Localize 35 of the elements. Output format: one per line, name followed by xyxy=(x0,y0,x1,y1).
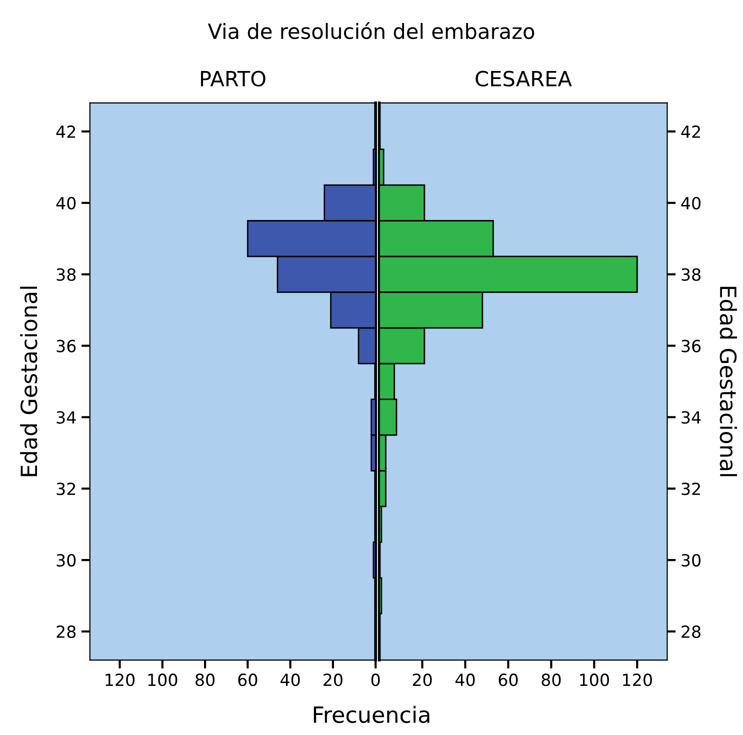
y-axis-title: Edad Gestacional xyxy=(20,286,38,476)
y-tick-label: 36 xyxy=(56,340,76,352)
y-tick-label: 30 xyxy=(682,554,701,567)
y-tick-label: 42 xyxy=(56,125,76,138)
y-tick-label: 34 xyxy=(682,411,701,424)
x-tick-label: 100 xyxy=(148,674,178,686)
x-tick-label: 0 xyxy=(371,674,380,686)
x-tick-label: 40 xyxy=(280,674,300,686)
x-axis-title: Frecuencia xyxy=(314,706,430,724)
y-tick-label: 32 xyxy=(56,482,76,496)
x-tick-label: 40 xyxy=(455,674,475,686)
x-tick-label: 100 xyxy=(580,674,609,686)
x-tick-label: 120 xyxy=(106,674,135,686)
y-tick-label: 42 xyxy=(681,125,700,138)
y-tick-label: 30 xyxy=(56,554,76,567)
y-tick-label: 36 xyxy=(682,340,701,352)
x-tick-label: 20 xyxy=(324,674,342,686)
x-tick-label: 80 xyxy=(542,674,561,686)
y-tick-label: 34 xyxy=(56,411,76,424)
y-tick-label: 28 xyxy=(682,625,700,638)
x-tick-label: 60 xyxy=(238,674,258,686)
chart-subtitle: CESAREA xyxy=(476,70,572,87)
chart-subtitle: PARTO xyxy=(201,70,266,87)
y-tick-label: 40 xyxy=(681,196,701,210)
y-tick-label: 40 xyxy=(56,196,76,210)
y-tick-label: 28 xyxy=(56,625,76,638)
x-tick-label: 20 xyxy=(412,674,432,686)
y-tick-label: 38 xyxy=(56,268,76,281)
y-tick-label: 32 xyxy=(682,482,700,496)
y-axis-title: Edad Gestacional xyxy=(720,286,738,476)
x-tick-label: 60 xyxy=(498,674,518,686)
x-tick-label: 120 xyxy=(623,674,652,686)
x-tick-label: 80 xyxy=(196,674,215,686)
chart-title: Via de resolución del embarazo xyxy=(208,22,534,40)
y-tick-label: 38 xyxy=(682,268,700,281)
